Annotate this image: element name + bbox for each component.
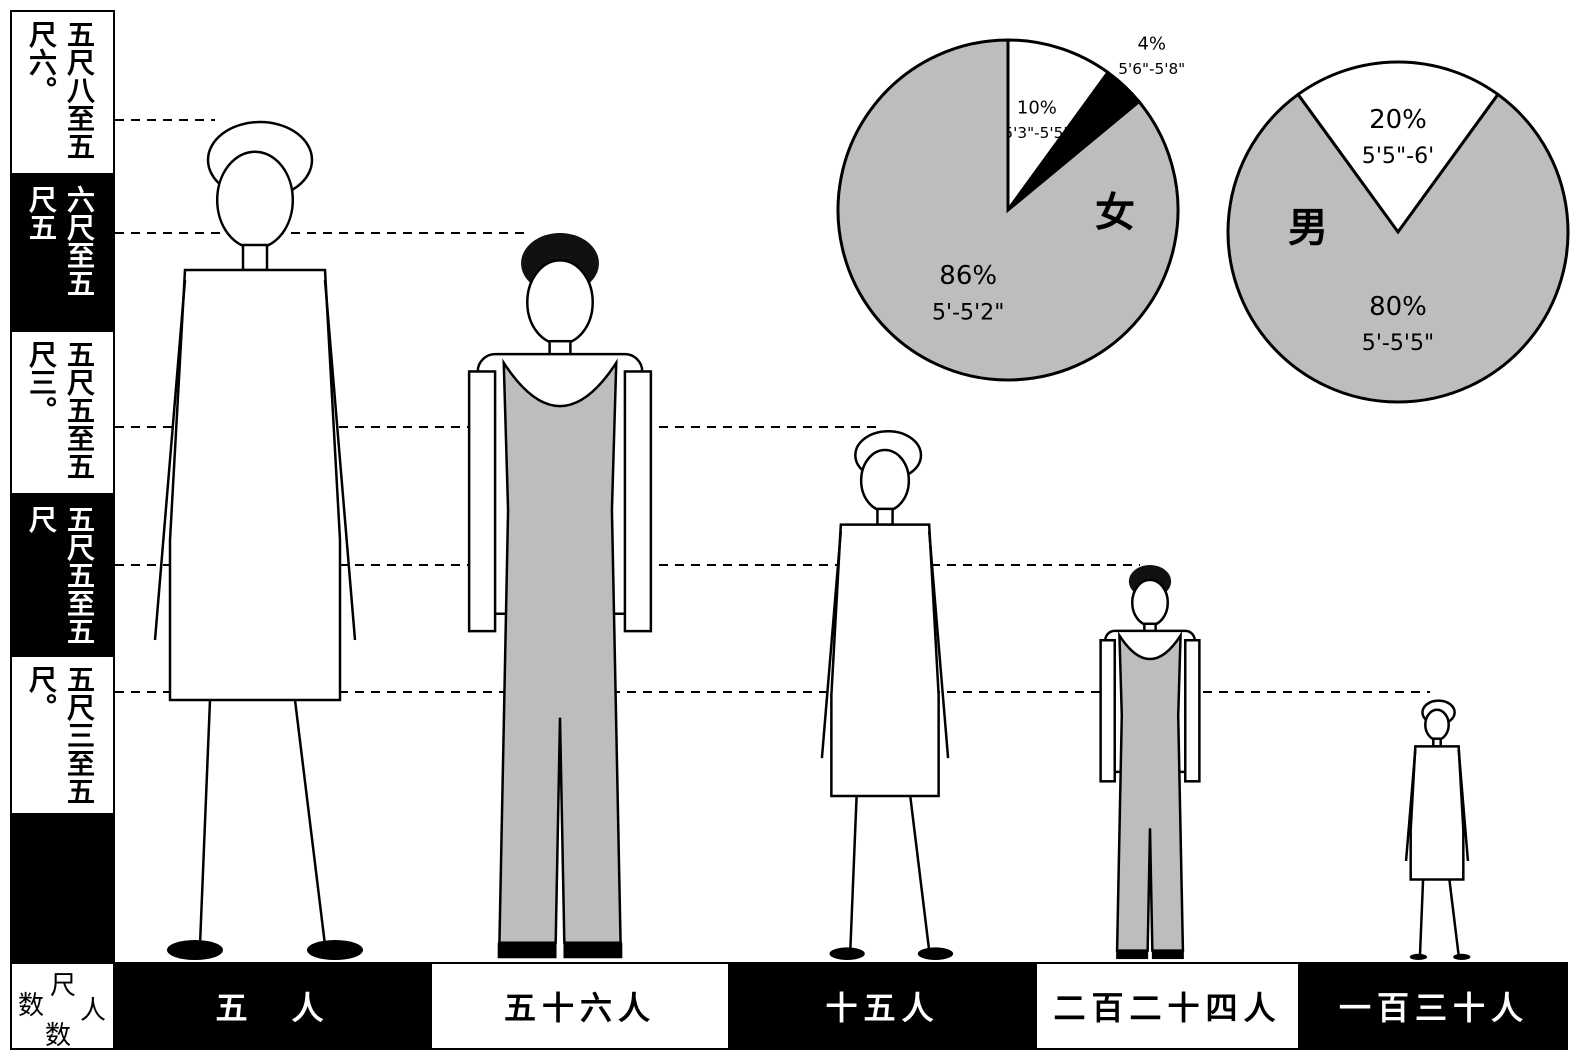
pie-title: 男 xyxy=(1288,205,1328,251)
slice-label: 5'-5'2" xyxy=(932,299,1004,325)
range-label: 五尺五至五尺 xyxy=(25,505,96,645)
figure xyxy=(1099,565,1201,960)
figure xyxy=(153,120,363,960)
pie-title: 女 xyxy=(1095,190,1135,236)
count-label: 一百三十人 xyxy=(1300,962,1568,1050)
shoe xyxy=(829,947,865,960)
legs xyxy=(198,699,327,946)
shoe xyxy=(1151,950,1184,960)
head xyxy=(1424,708,1450,741)
slice-label: 5'5"-6' xyxy=(1362,143,1434,169)
arm xyxy=(1184,638,1201,783)
shoe xyxy=(307,940,363,960)
range-label: 五尺三至五尺。 xyxy=(25,665,96,805)
value-label: 10% xyxy=(1017,97,1057,118)
arms xyxy=(1404,749,1470,862)
neck xyxy=(241,243,269,272)
range-cell xyxy=(10,815,115,962)
neck xyxy=(876,507,894,526)
head xyxy=(526,259,594,346)
dress xyxy=(1409,745,1465,881)
head xyxy=(859,448,911,513)
count-label: 五 人 xyxy=(115,962,430,1050)
arm xyxy=(467,370,497,633)
value-label: 4% xyxy=(1137,33,1166,54)
value-label: 80% xyxy=(1369,292,1427,322)
value-label: 20% xyxy=(1369,105,1427,135)
shoe xyxy=(167,940,223,960)
arms xyxy=(153,279,357,641)
corner-label: 数 xyxy=(18,991,45,1021)
arm xyxy=(1099,638,1116,783)
figure xyxy=(820,430,954,960)
corner-label: 尺 xyxy=(50,971,77,1001)
corner-label: 数 xyxy=(45,1021,72,1051)
slice-label: 5'3"-5'5" xyxy=(1003,124,1070,142)
count-label: 五十六人 xyxy=(430,962,730,1050)
range-cell xyxy=(10,330,115,495)
range-label: 六尺至五尺五 xyxy=(25,185,96,297)
shoe xyxy=(1453,953,1471,961)
range-label: 五尺五至五尺三。 xyxy=(25,340,96,480)
pie-slice xyxy=(1226,92,1570,404)
shoe xyxy=(1116,950,1149,960)
figure xyxy=(1404,699,1471,961)
shoe xyxy=(917,947,954,960)
arms xyxy=(820,530,950,759)
figure xyxy=(467,232,653,959)
legs xyxy=(849,795,931,951)
overalls xyxy=(498,358,622,944)
range-label: 五尺八至五尺六。 xyxy=(25,20,96,160)
shoe xyxy=(1409,953,1428,961)
pie-slice xyxy=(1295,60,1501,235)
head xyxy=(215,150,295,250)
head xyxy=(1130,578,1170,627)
corner-cell xyxy=(10,962,115,1050)
value-label: 86% xyxy=(939,261,997,291)
count-label: 二百二十四人 xyxy=(1035,962,1300,1050)
range-cell xyxy=(10,495,115,655)
corner-label: 人 xyxy=(80,996,107,1026)
pie-slice xyxy=(1006,38,1111,215)
dress xyxy=(830,523,940,798)
slice-label: 5'6"-5'8" xyxy=(1118,60,1185,78)
overalls xyxy=(1115,631,1185,952)
legs xyxy=(1418,879,1460,956)
shoe xyxy=(497,942,557,959)
slice-label: 5'-5'5" xyxy=(1362,330,1434,356)
dress xyxy=(168,268,342,702)
arm xyxy=(623,370,653,633)
range-cell xyxy=(10,175,115,330)
shoe xyxy=(563,942,623,959)
count-label: 十五人 xyxy=(730,962,1035,1050)
pie-slice xyxy=(836,38,1180,382)
range-cell xyxy=(10,10,115,175)
range-cell xyxy=(10,655,115,815)
